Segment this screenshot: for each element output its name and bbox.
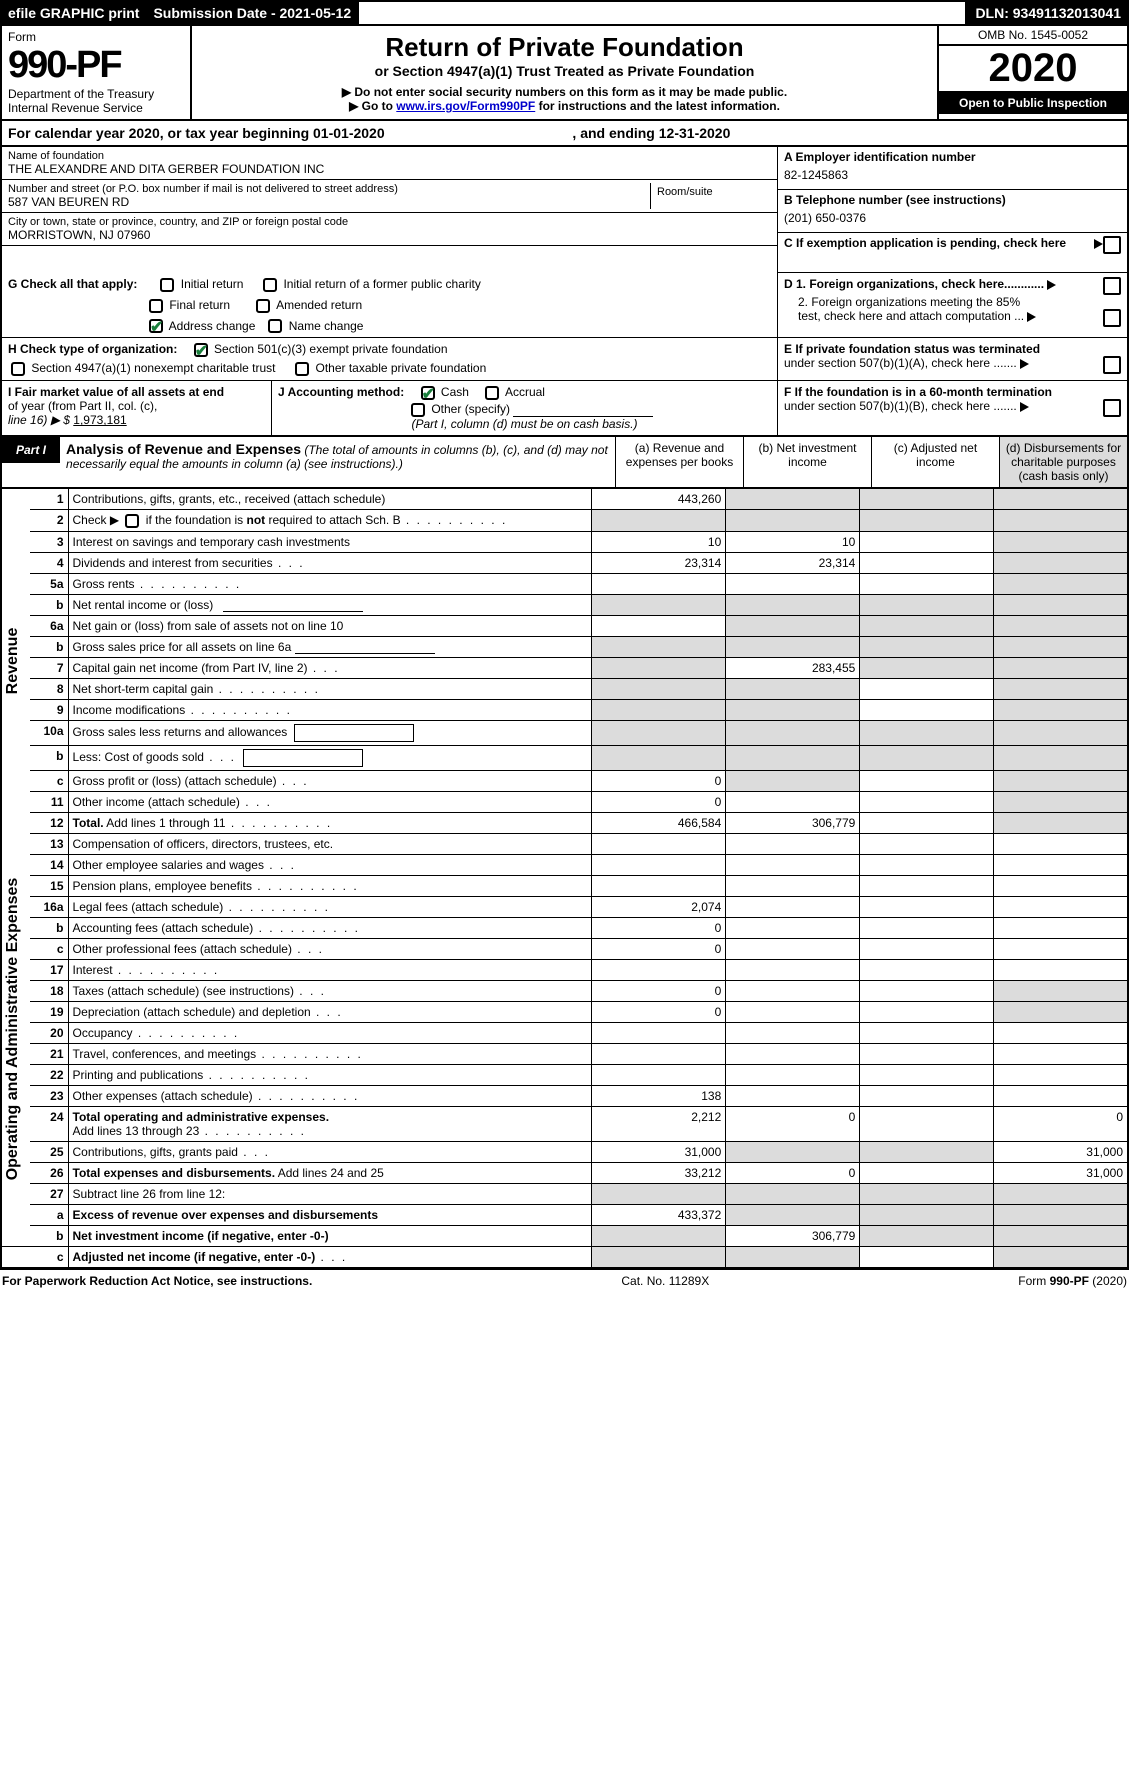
g-name-change[interactable] bbox=[268, 319, 282, 333]
f-checkbox[interactable] bbox=[1103, 399, 1121, 417]
arrow-icon bbox=[1020, 402, 1029, 412]
form-word: Form bbox=[8, 30, 184, 44]
calendar-year-row: For calendar year 2020, or tax year begi… bbox=[0, 121, 1129, 147]
g-initial-former[interactable] bbox=[263, 278, 277, 292]
foundation-name-cell: Name of foundation THE ALEXANDRE AND DIT… bbox=[2, 147, 777, 180]
topbar: efile GRAPHIC print Submission Date - 20… bbox=[0, 0, 1129, 26]
col-d-header: (d) Disbursements for charitable purpose… bbox=[999, 437, 1127, 487]
g-initial-return[interactable] bbox=[160, 278, 174, 292]
topbar-spacer bbox=[359, 2, 967, 24]
header-right: OMB No. 1545-0052 2020 Open to Public In… bbox=[937, 26, 1127, 119]
j-other[interactable] bbox=[411, 403, 425, 417]
ein-cell: A Employer identification number 82-1245… bbox=[778, 147, 1127, 190]
part1-tab: Part I bbox=[2, 437, 60, 463]
g-address-change[interactable] bbox=[149, 319, 163, 333]
j-cash[interactable] bbox=[421, 386, 435, 400]
foundation-name: THE ALEXANDRE AND DITA GERBER FOUNDATION… bbox=[8, 162, 771, 176]
col-a-header: (a) Revenue and expenses per books bbox=[615, 437, 743, 487]
form-header: Form 990-PF Department of the Treasury I… bbox=[0, 26, 1129, 121]
revenue-side-label: Revenue bbox=[4, 628, 22, 695]
address: 587 VAN BEUREN RD bbox=[8, 195, 650, 209]
inspection-label: Open to Public Inspection bbox=[939, 92, 1127, 114]
tax-year: 2020 bbox=[939, 45, 1127, 92]
part1-table: Revenue 1 Contributions, gifts, grants, … bbox=[0, 489, 1129, 1268]
form-note2: ▶ Go to www.irs.gov/Form990PF for instru… bbox=[200, 99, 929, 113]
j-accrual[interactable] bbox=[485, 386, 499, 400]
address-cell: Number and street (or P.O. box number if… bbox=[8, 183, 651, 209]
arrow-icon bbox=[1027, 312, 1036, 322]
form-title: Return of Private Foundation bbox=[200, 32, 929, 63]
phone-cell: B Telephone number (see instructions) (2… bbox=[778, 190, 1127, 233]
ijf-row: I Fair market value of all assets at end… bbox=[0, 381, 1129, 437]
arrow-icon bbox=[1094, 239, 1103, 249]
g-amended[interactable] bbox=[256, 299, 270, 313]
e-checkbox[interactable] bbox=[1103, 356, 1121, 374]
header-left: Form 990-PF Department of the Treasury I… bbox=[2, 26, 192, 119]
form-note1: ▶ Do not enter social security numbers o… bbox=[200, 85, 929, 99]
col-b-header: (b) Net investment income bbox=[743, 437, 871, 487]
h-row: H Check type of organization: Section 50… bbox=[0, 338, 1129, 381]
c-cell: C If exemption application is pending, c… bbox=[778, 233, 1127, 273]
ein: 82-1245863 bbox=[784, 164, 1121, 186]
h-4947[interactable] bbox=[11, 362, 25, 376]
submission-date: Submission Date - 2021-05-12 bbox=[147, 2, 359, 24]
schb-checkbox[interactable] bbox=[125, 514, 139, 528]
tax-end: 12-31-2020 bbox=[659, 125, 731, 141]
omb-label: OMB No. 1545-0052 bbox=[939, 26, 1127, 45]
form-subtitle: or Section 4947(a)(1) Trust Treated as P… bbox=[200, 63, 929, 79]
fmv-value: 1,973,181 bbox=[73, 413, 126, 427]
h-other-taxable[interactable] bbox=[295, 362, 309, 376]
header-mid: Return of Private Foundation or Section … bbox=[192, 26, 937, 119]
g-final-return[interactable] bbox=[149, 299, 163, 313]
irs-link[interactable]: www.irs.gov/Form990PF bbox=[396, 99, 535, 113]
g-row: G Check all that apply: Initial return I… bbox=[0, 273, 1129, 338]
footer-right: Form 990-PF (2020) bbox=[1018, 1274, 1127, 1288]
form-number: 990-PF bbox=[8, 44, 184, 87]
dln-label: DLN: 93491132013041 bbox=[967, 2, 1127, 24]
part1-header: Part I Analysis of Revenue and Expenses … bbox=[0, 437, 1129, 489]
page-footer: For Paperwork Reduction Act Notice, see … bbox=[0, 1268, 1129, 1292]
col-c-header: (c) Adjusted net income bbox=[871, 437, 999, 487]
dept-label: Department of the Treasury bbox=[8, 87, 184, 101]
d2-checkbox[interactable] bbox=[1103, 309, 1121, 327]
h-501c3[interactable] bbox=[194, 343, 208, 357]
irs-label: Internal Revenue Service bbox=[8, 101, 184, 115]
city-cell: City or town, state or province, country… bbox=[2, 213, 777, 246]
expenses-side-label: Operating and Administrative Expenses bbox=[4, 878, 22, 1181]
d1-checkbox[interactable] bbox=[1103, 277, 1121, 295]
info-block: Name of foundation THE ALEXANDRE AND DIT… bbox=[0, 147, 1129, 273]
tax-begin: 01-01-2020 bbox=[313, 125, 385, 141]
footer-mid: Cat. No. 11289X bbox=[621, 1274, 709, 1288]
city: MORRISTOWN, NJ 07960 bbox=[8, 228, 771, 242]
arrow-icon bbox=[1020, 359, 1029, 369]
arrow-icon bbox=[1047, 280, 1056, 290]
footer-left: For Paperwork Reduction Act Notice, see … bbox=[2, 1274, 312, 1288]
efile-label: efile GRAPHIC print bbox=[2, 2, 147, 24]
phone: (201) 650-0376 bbox=[784, 207, 1121, 229]
c-checkbox[interactable] bbox=[1103, 236, 1121, 254]
room-cell: Room/suite bbox=[651, 183, 771, 209]
